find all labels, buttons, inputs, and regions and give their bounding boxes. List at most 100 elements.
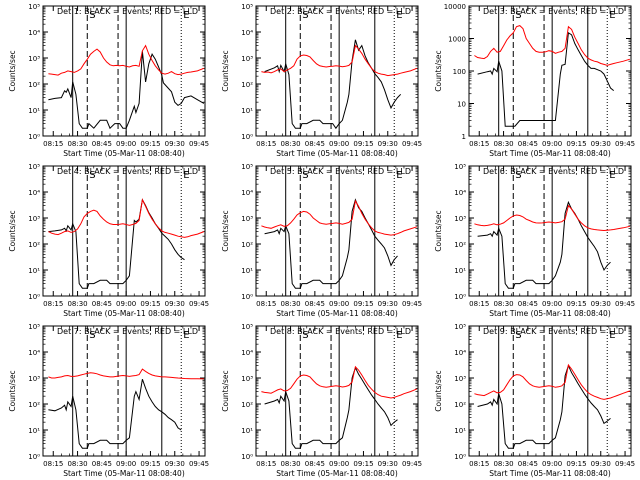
y-tick-label: 10¹ <box>454 267 466 275</box>
x-tick-label: 08:15 <box>256 300 276 308</box>
x-tick-label: 09:00 <box>329 140 349 148</box>
x-tick-label: 08:30 <box>67 140 87 148</box>
x-tick-label: 08:45 <box>518 300 538 308</box>
y-tick-label: 10⁴ <box>454 349 466 357</box>
x-tick-label: 09:00 <box>542 460 562 468</box>
y-tick-label: 10³ <box>454 375 466 383</box>
x-tick-label: 09:45 <box>402 300 422 308</box>
y-tick-label: 10² <box>241 241 253 249</box>
y-tick-label: 10⁴ <box>454 189 466 197</box>
series-line-events <box>48 198 185 289</box>
plot-frame <box>255 5 419 137</box>
y-axis-label: Counts/sec <box>434 210 443 251</box>
plot-frame <box>255 165 419 297</box>
x-tick-label: 08:15 <box>469 460 489 468</box>
y-axis-label: Counts/sec <box>221 50 230 91</box>
y-tick-label: 10⁴ <box>241 189 253 197</box>
y-tick-label: 10³ <box>241 55 253 63</box>
marker-label: E <box>183 330 189 341</box>
x-tick-label: 08:30 <box>280 460 300 468</box>
y-tick-label: 100 <box>453 68 466 76</box>
y-tick-label: 10² <box>454 241 466 249</box>
y-tick-label: 10³ <box>454 215 466 223</box>
x-tick-label: 08:15 <box>469 140 489 148</box>
series-line-events <box>477 31 615 127</box>
y-axis-label: Counts/sec <box>434 50 443 91</box>
series-group <box>48 368 204 449</box>
marker-label: S <box>515 330 521 341</box>
x-tick-label: 09:30 <box>378 300 398 308</box>
x-tick-label: 09:15 <box>353 140 373 148</box>
series-line-lld <box>48 368 204 380</box>
x-tick-label: 09:15 <box>140 140 160 148</box>
marker-label: S <box>89 10 95 21</box>
x-tick-label: 08:30 <box>67 300 87 308</box>
y-tick-label: 10¹ <box>28 107 40 115</box>
panel-title: Det 7: BLACK = Events, RED = LLD <box>57 327 198 336</box>
y-tick-label: 10⁰ <box>454 293 466 301</box>
x-tick-label: 09:15 <box>140 460 160 468</box>
y-tick-label: 10⁴ <box>241 29 253 37</box>
x-tick-label: 08:15 <box>469 300 489 308</box>
y-tick-label: 10000 <box>444 3 466 11</box>
y-tick-label: 10⁰ <box>454 453 466 461</box>
x-tick-label: 09:45 <box>189 460 209 468</box>
y-tick-label: 10⁵ <box>241 163 253 171</box>
x-axis-label: Start Time (05-Mar-11 08:08:40) <box>489 149 611 158</box>
x-tick-label: 08:45 <box>305 140 325 148</box>
series-group <box>261 365 418 449</box>
panel-title: Det 8: BLACK = Events, RED = LLD <box>270 327 411 336</box>
series-group <box>474 25 631 127</box>
panel-title: Det 1: BLACK = Events, RED = LLD <box>57 7 198 16</box>
y-tick-label: 10⁴ <box>28 349 40 357</box>
y-tick-label: 10⁵ <box>241 3 253 11</box>
x-tick-label: 09:15 <box>566 140 586 148</box>
series-group <box>474 200 631 289</box>
plot-frame <box>42 325 206 457</box>
y-tick-label: 10² <box>454 401 466 409</box>
y-tick-label: 10⁰ <box>28 133 40 141</box>
x-axis-label: Start Time (05-Mar-11 08:08:40) <box>63 469 185 478</box>
x-tick-label: 08:45 <box>92 140 112 148</box>
x-tick-label: 09:45 <box>189 140 209 148</box>
x-tick-label: 09:15 <box>353 300 373 308</box>
x-tick-label: 09:45 <box>189 300 209 308</box>
y-tick-label: 10¹ <box>454 427 466 435</box>
x-tick-label: 09:45 <box>615 460 635 468</box>
series-line-lld <box>261 44 418 77</box>
x-tick-label: 09:00 <box>116 460 136 468</box>
y-tick-label: 10² <box>241 401 253 409</box>
x-tick-label: 09:15 <box>140 300 160 308</box>
x-tick-label: 09:00 <box>542 300 562 308</box>
y-tick-label: 10⁰ <box>241 133 253 141</box>
panel-title: Det 5: BLACK = Events, RED = LLD <box>270 167 411 176</box>
x-axis-label: Start Time (05-Mar-11 08:08:40) <box>276 309 398 318</box>
x-tick-label: 08:15 <box>43 300 63 308</box>
x-axis-label: Start Time (05-Mar-11 08:08:40) <box>276 469 398 478</box>
marker-label: S <box>515 10 521 21</box>
x-tick-label: 08:15 <box>43 460 63 468</box>
y-tick-label: 10² <box>241 81 253 89</box>
x-tick-label: 08:45 <box>92 460 112 468</box>
y-tick-label: 10⁴ <box>28 29 40 37</box>
x-axis-label: Start Time (05-Mar-11 08:08:40) <box>489 469 611 478</box>
y-tick-label: 10⁰ <box>241 293 253 301</box>
marker-label: S <box>515 170 521 181</box>
x-tick-label: 08:45 <box>92 300 112 308</box>
x-tick-label: 09:30 <box>165 460 185 468</box>
x-tick-label: 08:30 <box>493 460 513 468</box>
y-axis-label: Counts/sec <box>221 210 230 251</box>
y-axis-label: Counts/sec <box>434 370 443 411</box>
plot-frame <box>468 325 632 457</box>
x-tick-label: 09:30 <box>591 300 611 308</box>
x-tick-label: 09:00 <box>329 460 349 468</box>
plot-frame <box>42 165 206 297</box>
panel-title: Det 4: BLACK = Events, RED = LLD <box>57 167 198 176</box>
y-tick-label: 10⁵ <box>454 163 466 171</box>
x-axis-label: Start Time (05-Mar-11 08:08:40) <box>276 149 398 158</box>
